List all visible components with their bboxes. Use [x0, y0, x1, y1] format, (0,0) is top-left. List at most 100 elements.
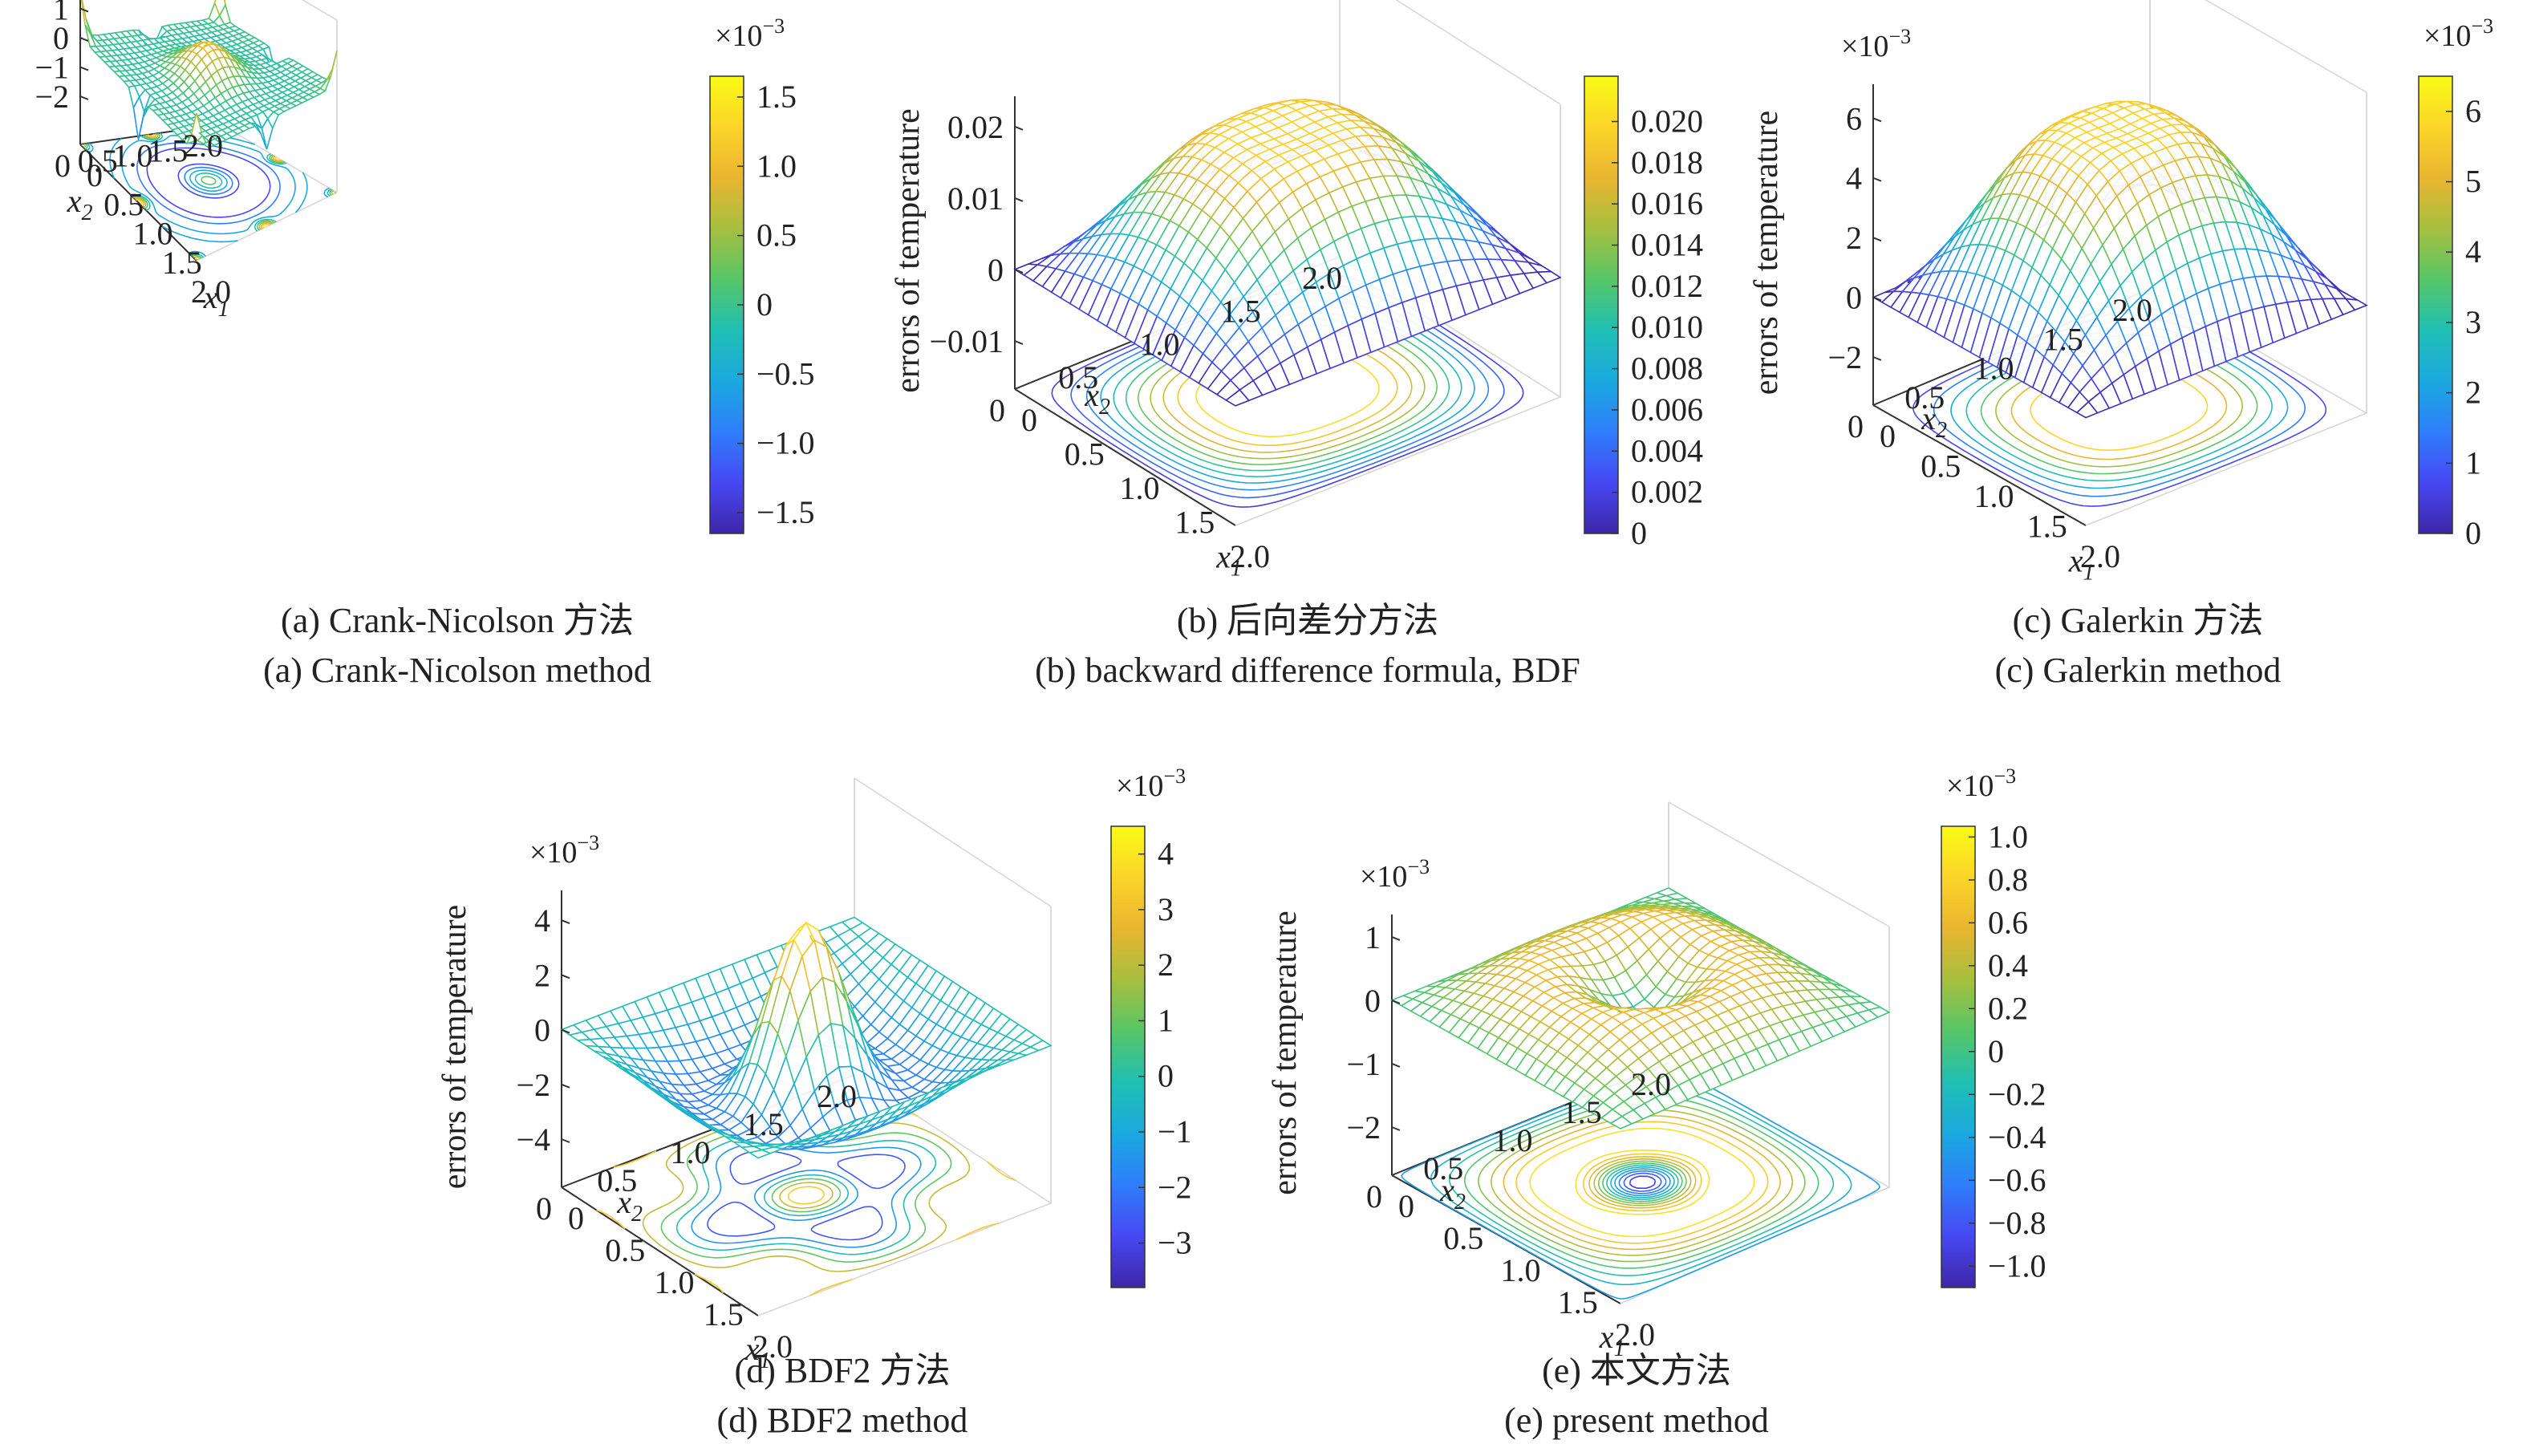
contour-line — [1503, 1115, 1781, 1251]
x-tick-label: 0 — [1021, 402, 1037, 438]
x-tick-label: 1.0 — [133, 216, 173, 252]
y-tick-label: 1.5 — [744, 1106, 784, 1142]
grid-line — [1395, 0, 1561, 105]
z-axis-label: errors of temperature — [1267, 911, 1304, 1194]
x-tick-label: 1.0 — [1501, 1252, 1541, 1288]
y-axis-label-sub: 2 — [1936, 418, 1947, 443]
colorbar-multiplier: ×10−3 — [2424, 14, 2493, 53]
z-tick-label: −0.01 — [929, 323, 1004, 359]
colorbar-tick-label: 0.018 — [1631, 144, 1703, 180]
contour-line — [1623, 1172, 1662, 1192]
surface-cell — [1867, 1006, 1891, 1018]
surface-mesh — [1872, 100, 2368, 419]
contour-line — [660, 1128, 952, 1263]
colorbar-multiplier: ×10−3 — [1946, 765, 2016, 803]
y-tick-label: 2.0 — [1631, 1066, 1671, 1102]
colorbar-tick-label: 0 — [756, 286, 773, 322]
z-tick-label: 0 — [988, 252, 1004, 288]
contour-line — [707, 1150, 906, 1241]
z-tick — [1391, 1000, 1401, 1004]
z-tick — [79, 7, 89, 13]
grid-line — [196, 124, 339, 262]
colorbar: 1.5 1.0 0.5 0 −0.5 −1.0 −1.5 ×10−3 — [709, 14, 815, 534]
z-ticks: 10−1−2 — [34, 0, 89, 115]
x-tick-label: 1.5 — [162, 245, 202, 281]
caption-cn: (e) 本文方法 — [1542, 1351, 1731, 1390]
y-ticks: 00.51.01.52.0 — [989, 260, 1342, 428]
colorbar-tick-label: −0.6 — [1988, 1162, 2046, 1198]
z-tick-label: 0 — [53, 20, 69, 56]
x-axis-line — [561, 1186, 759, 1316]
x-tick-label: 0 — [1880, 418, 1896, 454]
x-axis-line — [79, 144, 197, 262]
y-tick-label: 0.5 — [1423, 1150, 1463, 1186]
colorbar-bar — [2418, 75, 2453, 534]
z-tick-label: 0.02 — [947, 109, 1004, 145]
z-tick — [79, 95, 89, 100]
colorbar-tick-label: −1.0 — [756, 425, 815, 461]
x-tick-label: 1.0 — [655, 1264, 695, 1300]
z-axis-label: errors of temperature — [436, 905, 473, 1189]
y-ticks: 00.51.01.52.0 — [1366, 1066, 1671, 1215]
x-ticks: 00.51.01.52.0 — [1398, 1188, 1655, 1353]
z-ticks: 0.02 0.01 0 −0.01 — [929, 109, 1024, 359]
contour-line — [136, 133, 282, 229]
contour-line — [1529, 1127, 1755, 1238]
y-tick-label: 0.5 — [1058, 359, 1098, 395]
z-tick — [1391, 935, 1401, 941]
caption-en: (d) BDF2 method — [717, 1401, 968, 1440]
surface-mesh — [1013, 99, 1562, 407]
colorbar-multiplier-exp: −3 — [1994, 765, 2016, 788]
x-tick-label: 0.5 — [1065, 436, 1105, 472]
colorbar-tick-label: 2 — [1158, 947, 1174, 983]
x-ticks: 00.51.01.52.0 — [568, 1200, 793, 1365]
caption-cn: (d) BDF2 方法 — [735, 1351, 951, 1390]
x-axis-label-sub: 1 — [218, 297, 229, 322]
x-axis-line — [1872, 404, 2087, 526]
z-tick-label: 2 — [1846, 220, 1862, 256]
colorbar-bar — [1584, 75, 1619, 534]
colorbar-tick-label: 0.006 — [1631, 391, 1703, 428]
z-multiplier-exp: −3 — [1888, 25, 1911, 48]
y-tick-label: 1.5 — [2043, 321, 2083, 357]
contour-line — [85, 124, 332, 258]
z-multiplier-exp: −3 — [577, 831, 599, 854]
x-axis-label-sub: 1 — [1614, 1336, 1625, 1361]
colorbar-tick-label: −0.2 — [1988, 1076, 2046, 1112]
x-tick-label: 0 — [87, 157, 103, 193]
colorbar-tick-label: −0.8 — [1988, 1205, 2046, 1241]
colorbar-multiplier-exp: −3 — [762, 14, 785, 38]
grid-line — [757, 1074, 1053, 1316]
colorbar-tick-label: −1 — [1158, 1113, 1192, 1150]
z-tick-label: 0.01 — [947, 180, 1004, 217]
colorbar-tick-label: 4 — [1158, 836, 1174, 872]
z-tick-label: −1 — [34, 50, 69, 86]
z-multiplier-exp: −3 — [1407, 855, 1430, 878]
colorbar: 1.0 0.8 0.6 0.4 0.2 0 −0.2 −0.4 −0.6 −0.8 −1.0 ×10−… — [1941, 765, 2046, 1288]
x-tick-label: 1.0 — [1120, 470, 1160, 506]
colorbar-bar — [1941, 825, 1976, 1288]
x-tick-label: 0.5 — [605, 1232, 645, 1268]
colorbar-tick-label: −0.4 — [1988, 1119, 2046, 1155]
colorbar-tick-label: 0.012 — [1631, 268, 1703, 304]
colorbar-tick-label: 0.014 — [1631, 227, 1703, 263]
colorbar-tick-label: 5 — [2465, 164, 2481, 200]
y-tick-label: 2.0 — [817, 1078, 857, 1114]
contour-line — [1515, 1121, 1769, 1244]
z-axis-label: errors of temperature — [890, 108, 927, 392]
y-tick-label: 1.0 — [1974, 351, 2014, 387]
colorbar-tick-label: 1 — [1158, 1002, 1174, 1038]
x-axis-label-sub: 1 — [1231, 557, 1242, 582]
z-tick — [79, 37, 89, 42]
x-tick-label: 1.5 — [2027, 509, 2067, 545]
y-tick-label: 0 — [1366, 1178, 1382, 1215]
colorbar-multiplier: ×10−3 — [715, 14, 785, 53]
y-tick-label: 1.5 — [1221, 293, 1261, 329]
z-tick-label: 4 — [534, 902, 550, 939]
x-tick-label: 0.5 — [1921, 448, 1961, 485]
colorbar-bar — [1110, 825, 1146, 1288]
y-axis-label: x2 — [616, 1184, 643, 1227]
grid-line — [301, 0, 338, 21]
